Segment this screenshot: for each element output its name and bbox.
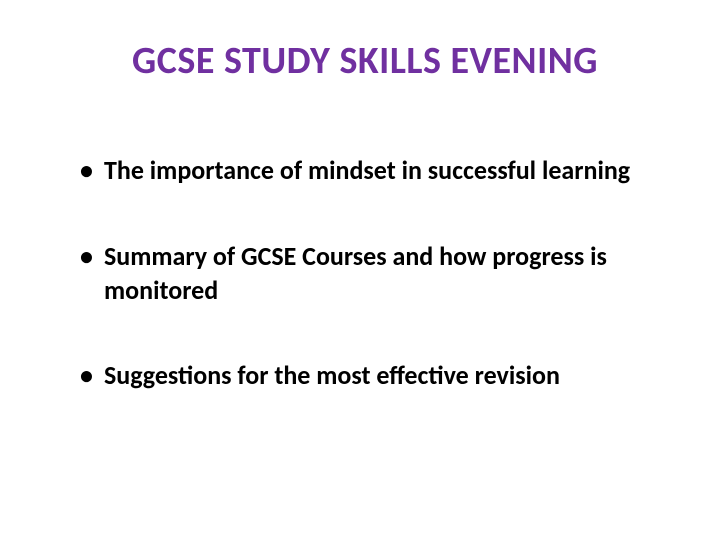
slide-title: GCSE STUDY SKILLS EVENING [60,38,670,84]
bullet-item: Summary of GCSE Courses and how progress… [80,240,670,308]
bullet-item: The importance of mindset in successful … [80,154,670,188]
bullet-list: The importance of mindset in successful … [60,154,670,393]
bullet-item: Suggestions for the most effective revis… [80,359,670,393]
slide-container: GCSE STUDY SKILLS EVENING The importance… [0,0,720,540]
